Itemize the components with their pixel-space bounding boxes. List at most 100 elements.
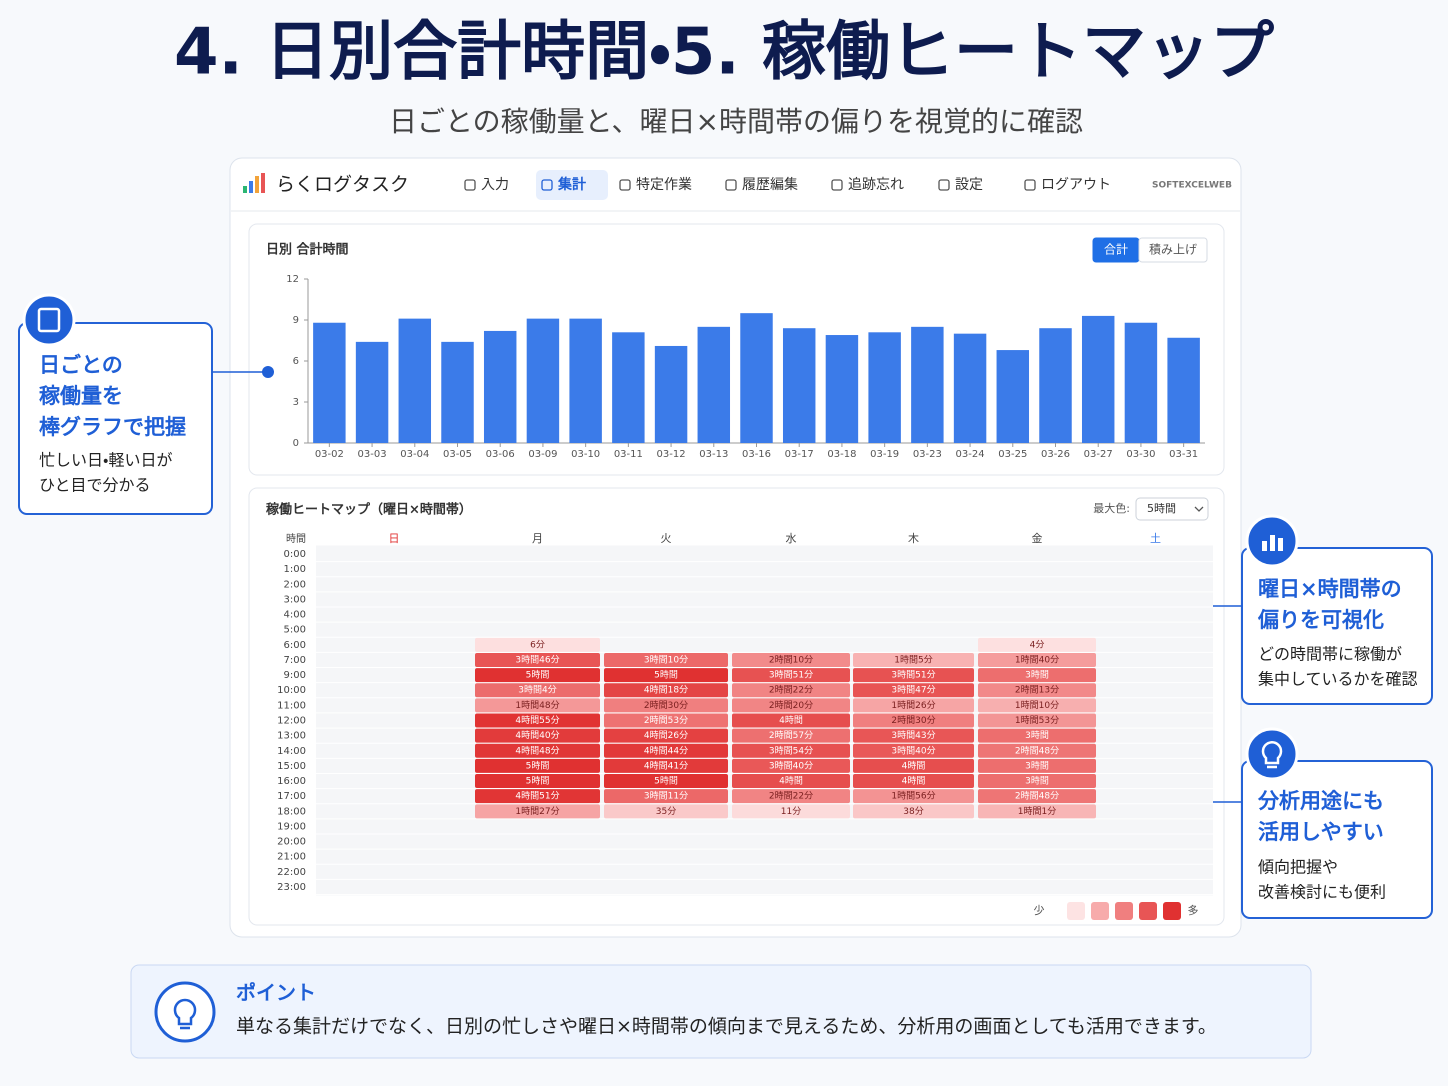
- cell-label: 38分: [903, 806, 923, 817]
- max-color-select[interactable]: [1135, 497, 1209, 521]
- heat-cell: [475, 668, 600, 683]
- cell-label: 4時間: [779, 715, 803, 726]
- cell-label: 3時間: [1025, 776, 1049, 787]
- heat-cell: [604, 728, 728, 743]
- cell-label: 4時間41分: [644, 760, 688, 771]
- logo-bar: [255, 176, 259, 193]
- cell-label: 2時間48分: [1015, 745, 1059, 756]
- row-label: 14:00: [277, 746, 306, 757]
- cell-label: 3時間: [1025, 760, 1049, 771]
- row-label: 23:00: [277, 882, 306, 893]
- connector-dot: [262, 366, 274, 378]
- nav-active-bg: [536, 170, 608, 200]
- cell-label: 3時間10分: [644, 654, 688, 665]
- toggle-label[interactable]: 積み上げ: [1149, 242, 1197, 257]
- legend-swatch: [1115, 902, 1133, 920]
- callout-icon: [22, 293, 76, 347]
- heat-cell: [978, 683, 1096, 698]
- bar: [697, 326, 731, 443]
- cell-label: 3時間: [1025, 670, 1049, 681]
- logo-bar: [261, 173, 265, 193]
- cell-label: 5時間: [526, 670, 550, 681]
- heat-cell: [853, 668, 974, 683]
- column-header: 土: [1150, 532, 1161, 545]
- bar: [953, 333, 987, 443]
- cell-label: 5時間: [654, 776, 678, 787]
- column-header: 木: [908, 532, 919, 545]
- row-label: 19:00: [277, 821, 306, 832]
- heat-cell: [604, 698, 728, 713]
- heat-cell: [978, 652, 1096, 667]
- heat-cell: [978, 789, 1096, 804]
- toggle-label[interactable]: 合計: [1104, 242, 1128, 257]
- heat-cell: [475, 713, 600, 728]
- cell-label: 2時間48分: [1015, 791, 1059, 802]
- bar: [1039, 328, 1072, 443]
- cell-label: 3時間43分: [891, 730, 935, 741]
- cell-label: 5時間: [526, 776, 550, 787]
- heat-cell: [604, 804, 728, 819]
- heat-cell: [853, 804, 974, 819]
- cell-label: 3時間40分: [891, 745, 935, 756]
- nav-icon: [831, 179, 843, 191]
- cell-label: 1時間48分: [515, 700, 559, 711]
- cell-label: 5時間: [654, 670, 678, 681]
- x-tick-label: 03-10: [571, 449, 600, 460]
- bar: [1081, 315, 1115, 443]
- heat-cell: [978, 668, 1096, 683]
- x-tick-label: 03-12: [657, 449, 686, 460]
- cell-label: 1時間1分: [1018, 806, 1056, 817]
- callout-box: [18, 322, 213, 515]
- calendar-icon: [37, 307, 61, 333]
- x-tick-label: 03-03: [358, 449, 387, 460]
- cell-label: 3時間40分: [769, 760, 813, 771]
- y-tick-label: 6: [293, 356, 299, 367]
- x-tick-label: 03-05: [443, 449, 472, 460]
- cell-label: 4時間26分: [644, 730, 688, 741]
- callout-box: [1241, 760, 1433, 919]
- cell-label: 5時間: [526, 760, 550, 771]
- heat-cell: [853, 713, 974, 728]
- callout-title: 活用しやすい: [1258, 820, 1384, 844]
- bar: [355, 341, 389, 443]
- callout-title: 稼働量を: [39, 384, 123, 408]
- bulb-icon: [173, 998, 197, 1030]
- heat-cell: [978, 637, 1096, 652]
- row-header: 時間: [286, 533, 306, 545]
- column-header: 金: [1032, 532, 1043, 545]
- nav-icon: [464, 179, 476, 191]
- cell-label: 4時間18分: [644, 685, 688, 696]
- row-label: 11:00: [277, 700, 306, 711]
- nav-item: 履歴編集: [742, 177, 798, 193]
- nav-item: 集計: [557, 176, 586, 193]
- cell-label: 35分: [656, 806, 676, 817]
- legend-swatch: [1091, 902, 1109, 920]
- chart-title: 稼働ヒートマップ（曜日×時間帯）: [266, 502, 472, 518]
- heat-cell: [732, 804, 850, 819]
- row-label: 15:00: [277, 761, 306, 772]
- x-tick-label: 03-18: [827, 449, 856, 460]
- heat-cell: [475, 743, 600, 758]
- row-label: 22:00: [277, 867, 306, 878]
- heat-cell: [604, 758, 728, 773]
- row-label: 9:00: [284, 670, 306, 681]
- callout-body: 集中しているかを確認: [1258, 670, 1418, 689]
- cell-label: 4時間55分: [515, 715, 559, 726]
- heat-cell: [732, 728, 850, 743]
- heat-cell: [732, 713, 850, 728]
- heat-cell: [732, 789, 850, 804]
- cell-label: 4時間40分: [515, 730, 559, 741]
- row-label: 17:00: [277, 791, 306, 802]
- heat-cell: [853, 652, 974, 667]
- callout-title: 分析用途にも: [1257, 789, 1384, 813]
- legend-low: 少: [1034, 903, 1045, 917]
- cell-label: 3時間51分: [891, 670, 935, 681]
- x-tick-label: 03-02: [315, 449, 344, 460]
- logo-bar: [243, 186, 247, 193]
- cell-label: 2時間22分: [769, 791, 813, 802]
- nav-item: 入力: [481, 177, 509, 193]
- heat-cell: [604, 743, 728, 758]
- bar: [569, 318, 602, 443]
